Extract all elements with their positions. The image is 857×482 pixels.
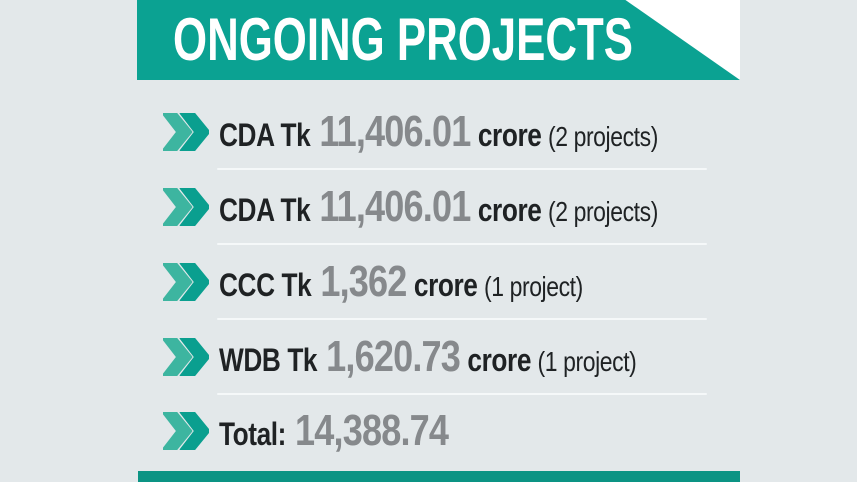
project-count-note: (2 projects) (548, 195, 658, 227)
row-divider (217, 243, 707, 245)
double-chevron-right-icon (163, 112, 209, 151)
unit-label: crore (477, 191, 542, 228)
amount-value: 1,620.73 (326, 331, 461, 381)
row-text: CDA Tk 11,406.01 crore (2 projects) (219, 107, 658, 157)
project-count-note: (1 project) (537, 345, 637, 377)
amount-value: 11,406.01 (319, 181, 471, 231)
header-flag-shape (137, 0, 740, 80)
double-chevron-right-icon (163, 262, 209, 301)
list-item: CDA Tk 11,406.01 crore (2 projects) (163, 95, 743, 168)
row-divider (217, 393, 707, 395)
agency-label: CDA Tk (219, 191, 311, 228)
amount-value: 11,406.01 (319, 106, 471, 156)
total-label: Total: (219, 416, 287, 452)
unit-label: crore (467, 341, 531, 378)
list-item: CCC Tk 1,362 crore (1 project) (163, 245, 743, 318)
projects-list: CDA Tk 11,406.01 crore (2 projects) CDA Tk 1… (163, 95, 743, 467)
row-divider (217, 318, 707, 320)
list-item: WDB Tk 1,620.73 crore (1 project) (163, 320, 743, 393)
page-title: ONGOING PROJECTS (173, 6, 633, 73)
double-chevron-right-icon (163, 337, 209, 376)
double-chevron-right-icon (163, 412, 209, 450)
header-banner: ONGOING PROJECTS (137, 0, 740, 80)
agency-label: CDA Tk (219, 116, 311, 153)
total-value: 14,388.74 (295, 406, 449, 455)
amount-value: 1,362 (320, 256, 407, 306)
row-text: CCC Tk 1,362 crore (1 project) (219, 257, 583, 307)
unit-label: crore (413, 266, 478, 303)
list-item: CDA Tk 11,406.01 crore (2 projects) (163, 170, 743, 243)
double-chevron-right-icon (163, 187, 209, 226)
row-divider (217, 168, 707, 170)
agency-label: CCC Tk (219, 266, 312, 303)
row-text: CDA Tk 11,406.01 crore (2 projects) (219, 182, 658, 232)
agency-label: WDB Tk (219, 341, 318, 378)
unit-label: crore (477, 116, 542, 153)
project-count-note: (2 projects) (548, 120, 658, 152)
row-text: WDB Tk 1,620.73 crore (1 project) (219, 331, 637, 382)
list-item-total: Total: 14,388.74 (163, 395, 743, 467)
footer-accent-bar (138, 471, 740, 482)
row-text: Total: 14,388.74 (219, 406, 462, 456)
project-count-note: (1 project) (484, 270, 583, 302)
